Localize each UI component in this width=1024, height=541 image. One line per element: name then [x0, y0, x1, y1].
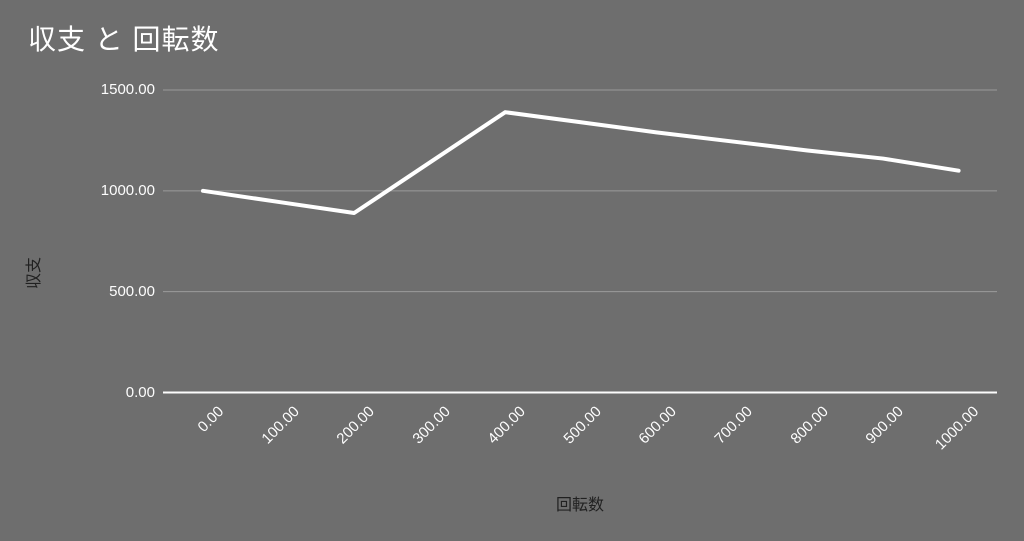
series-line: [201, 110, 961, 216]
y-tick-label: 0.00: [125, 383, 155, 401]
y-tick-label: 500.00: [109, 282, 155, 300]
y-tick-label: 1000.00: [100, 181, 155, 199]
y-tick-label: 1500.00: [100, 81, 155, 98]
chart-title: 収支 と 回転数: [28, 24, 220, 55]
y-axis-title: 収支: [26, 257, 43, 290]
x-axis-title: 回転数: [555, 497, 604, 514]
